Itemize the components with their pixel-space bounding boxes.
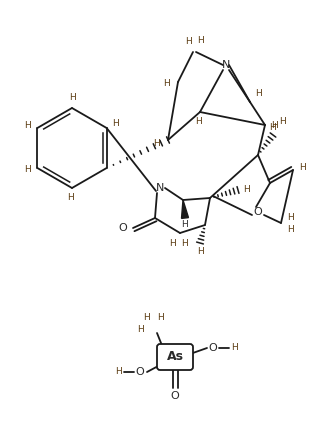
Text: O: O [136,367,144,377]
Text: H: H [137,326,143,334]
Text: N: N [156,183,164,193]
Text: H: H [162,79,169,89]
FancyBboxPatch shape [157,344,193,370]
Text: H: H [68,92,75,102]
Text: H: H [24,122,31,130]
Text: H: H [157,313,163,323]
Text: As: As [166,350,183,362]
Text: H: H [112,119,119,129]
Text: H: H [182,239,188,249]
Text: H: H [169,239,175,249]
Text: H: H [144,313,151,323]
Text: H: H [232,344,238,352]
Text: O: O [209,343,217,353]
Text: H: H [197,246,203,255]
Text: H: H [287,225,293,235]
Text: H: H [300,164,307,173]
Text: H: H [153,140,159,149]
Text: H: H [272,120,278,129]
Text: H: H [115,368,121,377]
Text: H: H [287,214,293,222]
Text: H: H [270,123,276,132]
Text: H: H [197,37,203,45]
Text: H: H [24,166,31,174]
Text: H: H [243,185,249,194]
Polygon shape [182,200,189,218]
Text: O: O [254,207,262,217]
Text: H: H [280,117,287,126]
Text: H: H [182,221,188,229]
Text: O: O [171,391,179,401]
Text: H: H [195,117,201,126]
Text: O: O [119,223,127,233]
Text: H: H [185,37,191,47]
Text: N: N [222,60,230,70]
Text: H: H [67,194,73,202]
Text: H: H [255,89,261,99]
